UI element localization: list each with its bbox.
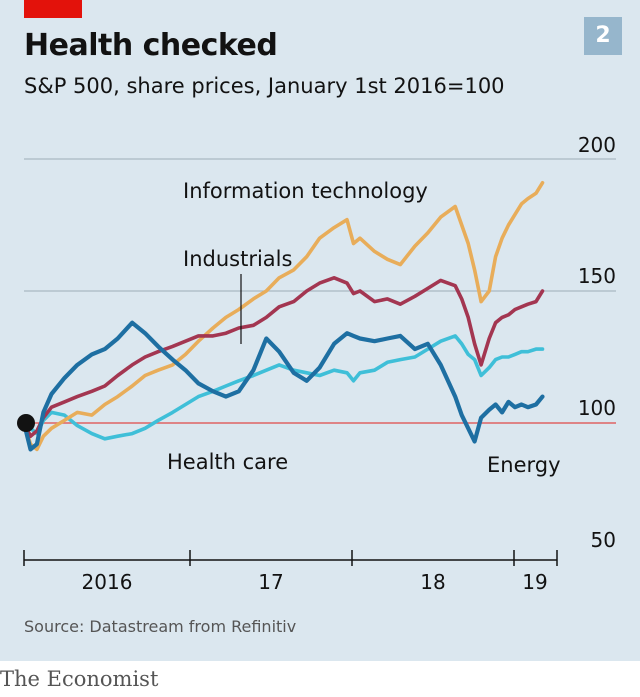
chart-number-badge: 2 — [584, 17, 622, 55]
y-axis-ticks: 200 150 100 50 — [578, 133, 616, 552]
y-tick-50: 50 — [591, 528, 616, 552]
publisher-logo-text: The Economist — [0, 667, 159, 691]
label-energy: Energy — [487, 453, 561, 477]
series-labels: Information technology Industrials Healt… — [167, 179, 561, 477]
line-chart: Information technology Industrials Healt… — [17, 133, 616, 594]
y-tick-150: 150 — [578, 264, 616, 288]
label-health-care: Health care — [167, 450, 288, 474]
y-tick-200: 200 — [578, 133, 616, 157]
label-industrials: Industrials — [183, 247, 292, 271]
series-line-information-technology — [22, 181, 545, 452]
source-note: Source: Datastream from Refinitiv — [24, 617, 297, 636]
start-point-marker — [17, 414, 35, 432]
series-lines — [21, 181, 545, 452]
x-tick-18: 18 — [420, 570, 445, 594]
series-line-health-care — [22, 334, 545, 441]
x-tick-17: 17 — [258, 570, 283, 594]
chart-subtitle: S&P 500, share prices, January 1st 2016=… — [24, 74, 505, 98]
label-information-technology: Information technology — [183, 179, 428, 203]
chart-panel — [0, 0, 640, 661]
brand-red-tag — [24, 0, 82, 18]
x-tick-2016: 2016 — [82, 570, 133, 594]
chart-title: Health checked — [24, 28, 278, 63]
x-axis: 2016 17 18 19 — [23, 550, 558, 594]
series-line-industrials — [22, 275, 545, 439]
y-tick-100: 100 — [578, 396, 616, 420]
x-tick-19: 19 — [522, 570, 547, 594]
gridlines — [24, 158, 616, 424]
series-line-energy — [21, 320, 545, 452]
